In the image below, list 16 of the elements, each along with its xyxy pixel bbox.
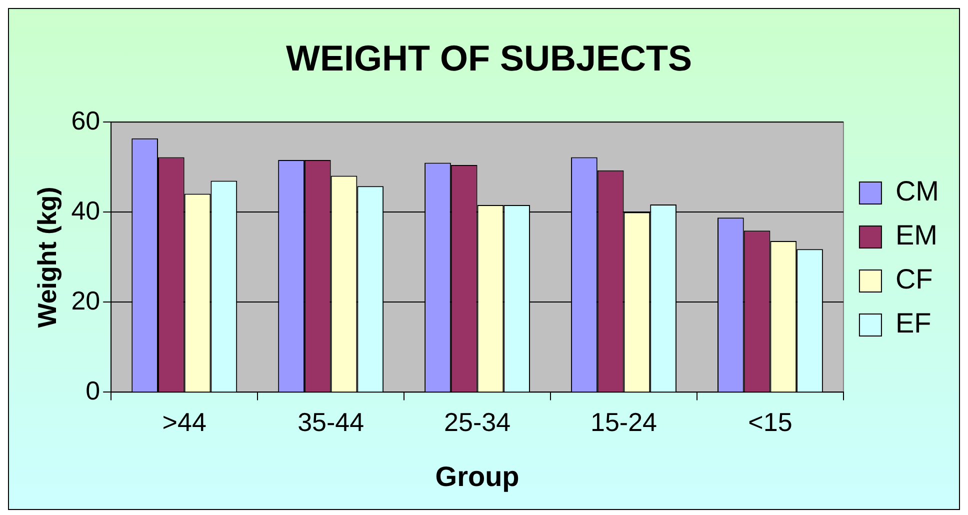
x-tick-label: <15 — [748, 406, 792, 437]
chart-title: WEIGHT OF SUBJECTS — [286, 38, 692, 79]
x-tick-label: >44 — [162, 406, 206, 437]
legend-label: CM — [895, 176, 939, 207]
legend-label: EM — [895, 220, 938, 251]
legend-label: CF — [895, 264, 933, 295]
y-tick-label: 0 — [86, 375, 100, 406]
y-tick-label: 40 — [71, 195, 100, 226]
x-tick-label: 35-44 — [298, 406, 364, 437]
x-tick-label: 15-24 — [590, 406, 658, 437]
x-axis-title: Group — [435, 460, 520, 492]
y-tick-label: 60 — [71, 105, 100, 136]
y-tick-label: 20 — [71, 285, 100, 316]
legend-label: EF — [895, 308, 932, 339]
y-axis-title: Weight (kg) — [32, 186, 62, 328]
x-tick-label: 25-34 — [444, 406, 511, 437]
